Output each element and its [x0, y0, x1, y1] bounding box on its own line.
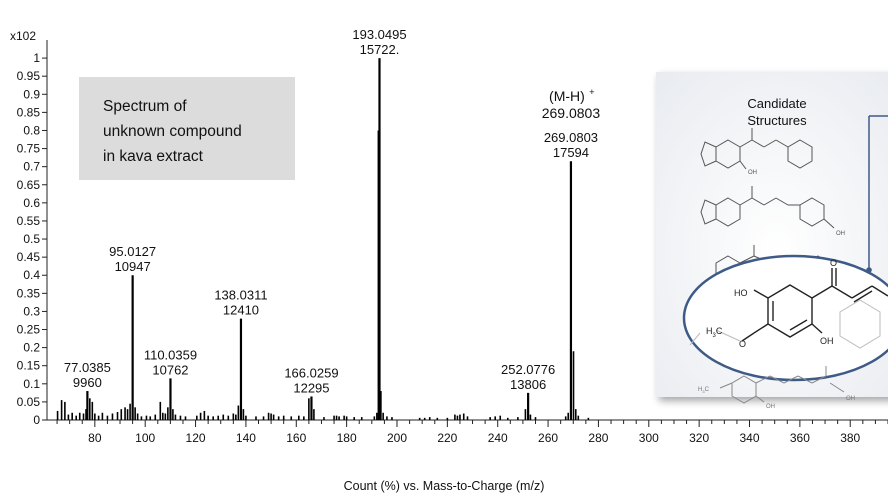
candidate-1-oh-label: OH	[748, 170, 757, 176]
y-tick-label: 0.1	[23, 377, 40, 391]
magnified-methoxy-label: H3C	[706, 326, 723, 339]
labeled-peaks	[86, 58, 573, 420]
callout-leader-line	[868, 115, 888, 270]
magnified-ho-label: HO	[734, 288, 748, 298]
x-tick-label: 360	[790, 431, 810, 445]
peak-count-label: 12410	[223, 303, 259, 318]
y-tick-label: 0.5	[23, 232, 40, 246]
y-tick-label: 0.3	[23, 304, 40, 318]
methoxy-h: H	[706, 326, 713, 336]
peak-count-label: 9960	[73, 375, 102, 390]
y-tick-label: 0.6	[23, 196, 40, 210]
y-tick-label: 0.95	[17, 69, 41, 83]
y-tick-label: 0.05	[17, 395, 41, 409]
x-tick-label: 340	[739, 431, 759, 445]
x-tick-label: 300	[639, 431, 659, 445]
x-tick-label: 240	[488, 431, 508, 445]
y-tick-label: 0.7	[23, 160, 40, 174]
candidate-2-oh-label: OH	[836, 231, 845, 237]
methoxy-sub: 3	[713, 333, 717, 339]
candidate-panel-title-1: Candidate	[747, 96, 806, 111]
peak-mz-label: 110.0359	[144, 347, 197, 362]
y-axis: 0 0.05 0.1 0.15 0.2 0.25 0.3 0.35 0.4 0.45 0.5 0.55…	[17, 40, 48, 427]
y-tick-label: 0.25	[17, 323, 41, 337]
candidate-structure-1	[700, 128, 813, 170]
y-tick-label: 0.2	[23, 341, 40, 355]
candidate-4-oh-label: OH	[766, 404, 775, 410]
annotation-line-3: in kava extract	[103, 148, 204, 165]
candidate-panel-title-2: Structures	[747, 113, 807, 128]
annotation-box	[79, 77, 295, 180]
x-tick-label: 200	[387, 431, 407, 445]
candidate-structure-2	[700, 186, 835, 229]
x-tick-label: 100	[135, 431, 155, 445]
magnified-structure	[741, 268, 888, 342]
minor-peaks	[56, 130, 590, 420]
x-tick-label: 260	[538, 431, 558, 445]
axis-multiplier-label: x102	[10, 29, 36, 43]
peak-mz-label: 193.0495	[352, 27, 406, 42]
magnification-ellipse	[682, 254, 888, 382]
candidate-structure-4	[719, 366, 845, 404]
y-tick-label: 0.75	[17, 142, 41, 156]
candidate-structures-panel: Candidate Structures OH	[656, 72, 888, 410]
y-tick-label: 0	[33, 413, 40, 427]
annotation-line-2: unknown compound	[103, 123, 242, 140]
peak-mz-label: 95.0127	[109, 244, 156, 259]
y-tick-label: 0.85	[17, 105, 41, 119]
annotation-line-1: Spectrum of	[103, 98, 187, 115]
candidate-4-methoxy-h: H	[698, 387, 702, 393]
x-tick-label: 180	[337, 431, 357, 445]
magnified-o-label: O	[739, 339, 746, 349]
x-tick-label: 160	[286, 431, 306, 445]
ion-superscript: +	[589, 87, 594, 97]
peak-count-label: 10762	[152, 362, 188, 377]
magnified-oh-label: OH	[820, 336, 834, 346]
x-tick-label: 120	[186, 431, 206, 445]
peak-mz-label: 166.0259	[284, 365, 338, 380]
y-tick-label: 1	[33, 51, 40, 65]
peak-count-label: 12295	[293, 380, 329, 395]
y-tick-label: 0.35	[17, 286, 41, 300]
x-tick-label: 320	[689, 431, 709, 445]
candidate-4-methoxy-sub: 3	[702, 389, 705, 394]
peak-count-label: 15722.	[360, 42, 400, 57]
candidate-4-methoxy-label: H3C	[698, 387, 710, 394]
x-tick-label: 140	[236, 431, 256, 445]
peak-mz-label: 138.0311	[214, 288, 267, 303]
x-tick-label: 220	[437, 431, 457, 445]
peak-mz-label: 269.0803	[544, 130, 598, 145]
candidate-4-oh-label-2: OH	[846, 396, 855, 402]
callout-leader-dot	[866, 267, 872, 273]
peak-count-label: 17594	[553, 145, 589, 160]
y-tick-label: 0.15	[17, 359, 41, 373]
peak-mz-label: 252.0776	[501, 362, 555, 377]
y-tick-label: 0.55	[17, 214, 41, 228]
y-tick-label: 0.45	[17, 250, 41, 264]
peak-mz-label: 77.0385	[64, 360, 111, 375]
y-tick-label: 0.8	[23, 123, 40, 137]
x-axis: 80 100 120 140 160 180 200 220 240 260 280 300 320 34…	[47, 419, 888, 445]
candidate-4-methoxy-c: C	[705, 387, 710, 393]
ion-mz-label: 269.0803	[542, 105, 601, 121]
x-axis-title: Count (%) vs. Mass-to-Charge (m/z)	[344, 479, 545, 493]
methoxy-c: C	[716, 326, 723, 336]
peak-count-label: 10947	[115, 259, 151, 274]
ion-label: (M-H)	[549, 88, 585, 104]
x-tick-label: 280	[588, 431, 608, 445]
y-tick-label: 0.9	[23, 87, 40, 101]
x-tick-label: 380	[840, 431, 860, 445]
y-tick-label: 0.65	[17, 178, 41, 192]
x-tick-label: 80	[88, 431, 102, 445]
peak-count-label: 13806	[510, 377, 546, 392]
magnified-carbonyl-o-label: O	[830, 258, 837, 268]
faded-structure-bonds	[689, 299, 881, 349]
y-tick-label: 0.4	[23, 268, 40, 282]
